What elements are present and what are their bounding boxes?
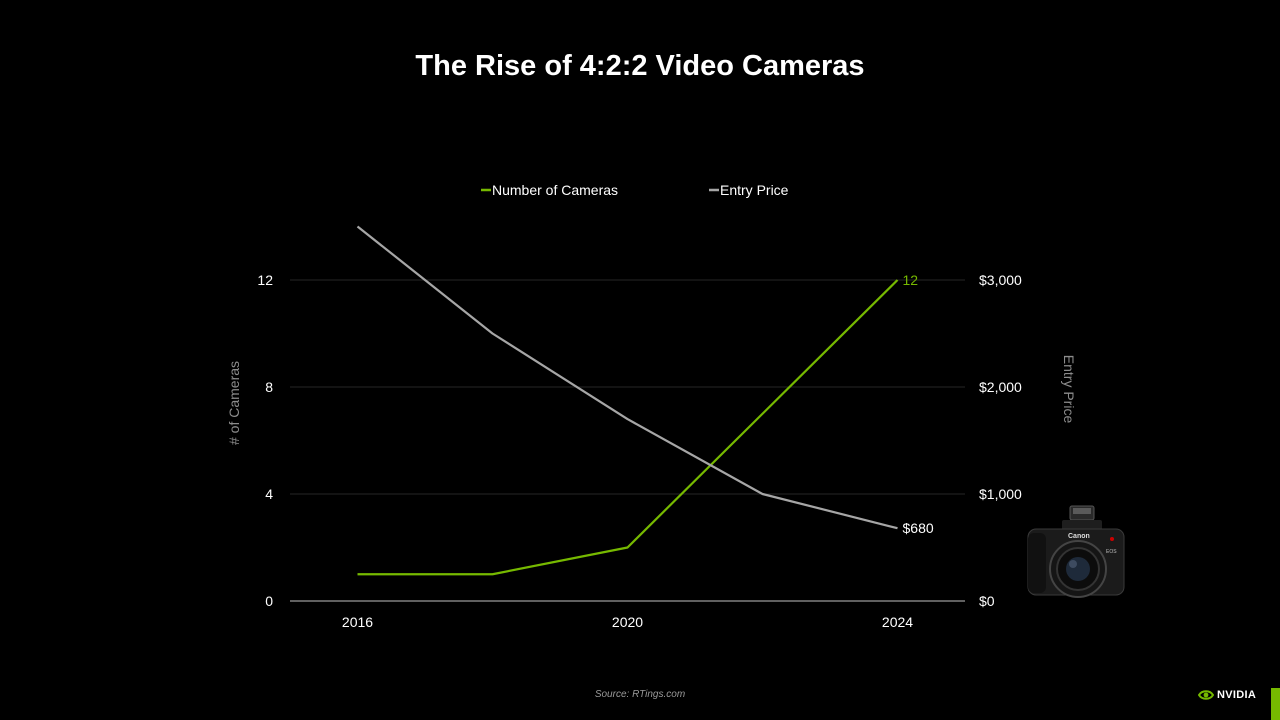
x-tick-label: 2024 [882,614,913,630]
x-tick-label: 2020 [612,614,643,630]
brand-name: NVIDIA [1217,689,1257,701]
right-tick-label: $3,000 [979,272,1022,288]
legend: Number of Cameras Entry Price [481,182,789,198]
nvidia-eye-icon [1198,690,1214,700]
right-axis-ticks: $0 $1,000 $2,000 $3,000 [979,272,1022,609]
left-axis-title: # of Cameras [226,361,242,445]
left-tick-label: 8 [265,379,273,395]
left-tick-label: 4 [265,486,273,502]
left-tick-label: 12 [257,272,273,288]
svg-text:Canon: Canon [1068,533,1090,540]
end-data-label: 12 [903,272,919,288]
end-data-label: $680 [903,520,934,536]
data-labels: 12 $680 [903,272,934,536]
x-tick-label: 2016 [342,614,373,630]
series-lines [356,225,899,576]
right-tick-label: $1,000 [979,486,1022,502]
legend-label: Number of Cameras [492,182,618,198]
series-line-entry-price [356,225,898,530]
right-axis-title: Entry Price [1061,355,1077,424]
right-tick-label: $2,000 [979,379,1022,395]
left-axis-ticks: 0 4 8 12 [257,272,273,609]
chart-title: The Rise of 4:2:2 Video Cameras [415,50,865,82]
accent-bar [1271,688,1280,720]
left-tick-label: 0 [265,593,273,609]
right-tick-label: $0 [979,593,995,609]
series-line-number-of-cameras [357,279,899,576]
svg-text:EOS: EOS [1106,549,1117,555]
nvidia-logo: NVIDIA [1198,687,1256,703]
gridlines [290,279,965,602]
camera-image: Canon EOS [1022,503,1128,608]
x-axis-ticks: 2016 2020 2024 [342,614,913,630]
source-note: Source: RTings.com [594,689,686,700]
legend-label: Entry Price [720,182,789,198]
